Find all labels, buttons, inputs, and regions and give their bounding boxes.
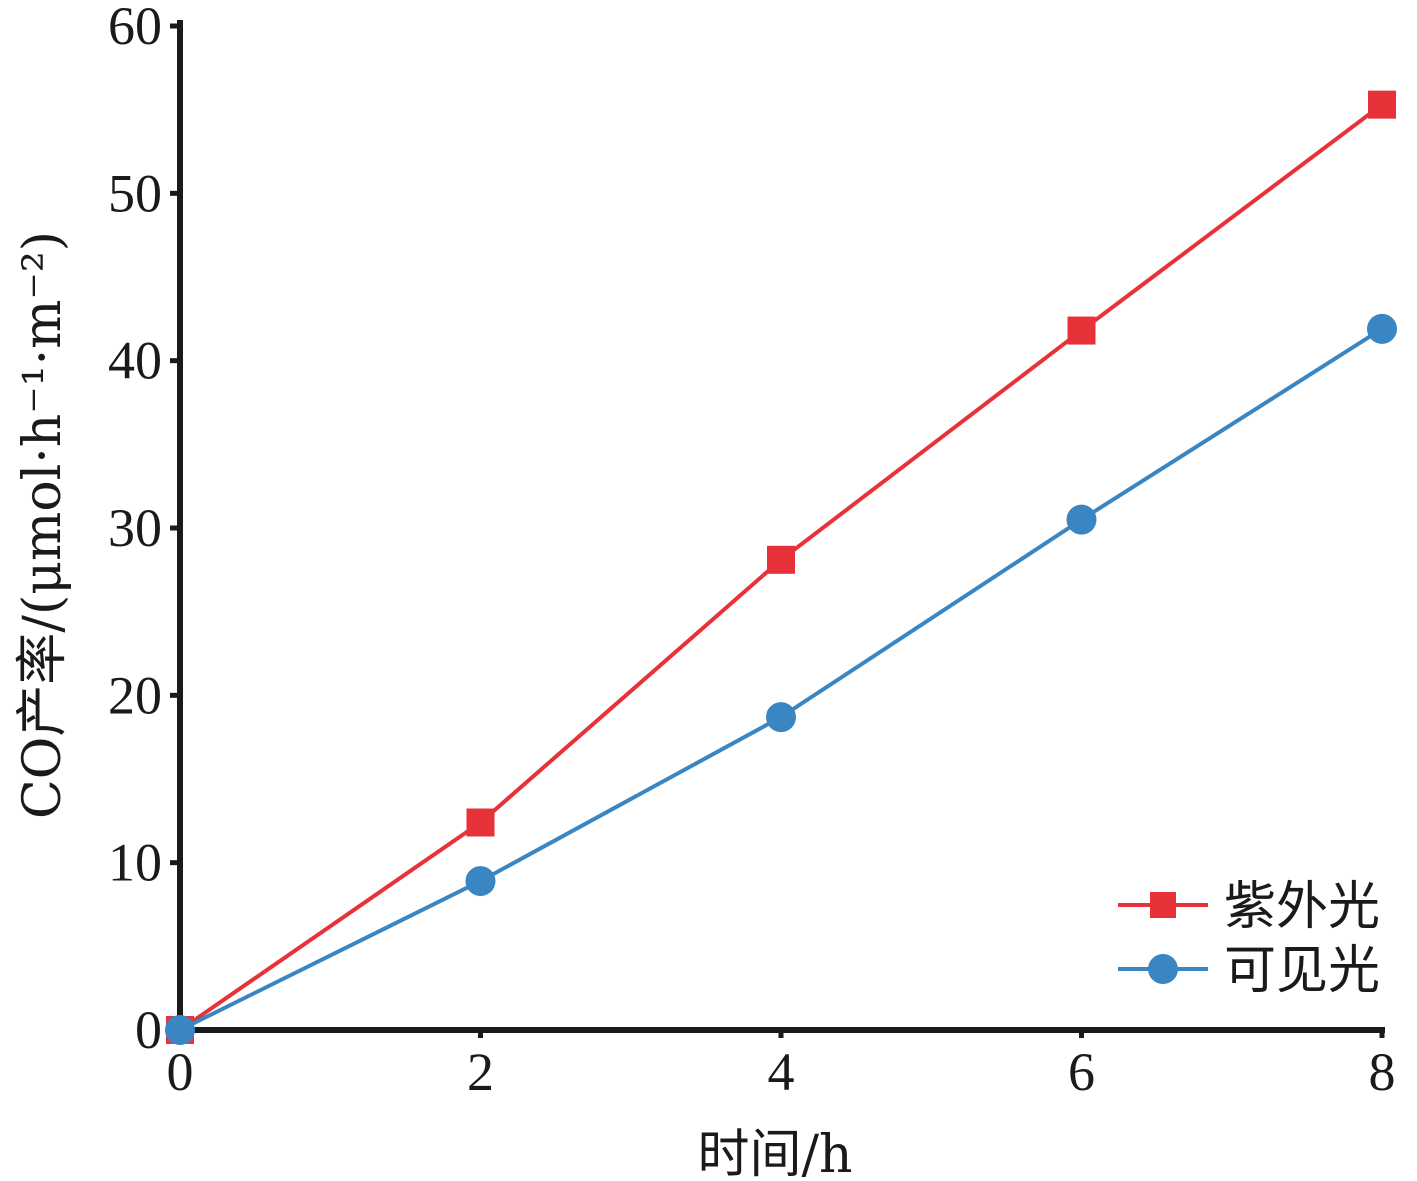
legend-uv-label: 紫外光 (1224, 877, 1380, 937)
x-tick-label: 2 (467, 1042, 494, 1102)
x-tick-label: 4 (768, 1042, 795, 1102)
data-point-circle (1066, 504, 1097, 535)
data-point-square (767, 545, 795, 574)
data-point-circle (465, 866, 496, 897)
legend-uv-marker (1150, 892, 1176, 918)
tick-marks: 0 10 20 30 40 50 60 0 2 4 6 8 (108, 0, 1396, 1102)
y-tick-label: 60 (108, 0, 162, 56)
data-point-square (466, 808, 495, 837)
y-tick-label: 20 (108, 665, 162, 725)
y-tick-label: 10 (108, 833, 162, 893)
legend-item-uv: 紫外光 (1118, 877, 1380, 937)
x-tick-label: 0 (167, 1042, 194, 1102)
data-point-square (1067, 316, 1096, 345)
x-axis-title: 时间/h (697, 1125, 852, 1181)
y-tick-label: 30 (108, 498, 162, 558)
y-tick-label: 40 (108, 331, 162, 391)
x-tick-label: 6 (1068, 1042, 1095, 1102)
data-point-square (1368, 90, 1396, 119)
legend-visible-marker (1148, 954, 1178, 984)
series-layer (165, 90, 1397, 1045)
legend-visible-label: 可见光 (1224, 941, 1380, 1001)
series-visible (165, 313, 1397, 1045)
y-tick-label: 50 (108, 163, 162, 223)
series-line (179, 327, 1384, 1032)
series-uv (166, 90, 1396, 1044)
legend: 紫外光 可见光 (1118, 877, 1380, 1001)
data-point-circle (1367, 313, 1397, 344)
x-tick-label: 8 (1369, 1042, 1396, 1102)
y-tick-label: 0 (135, 1000, 162, 1060)
data-point-circle (165, 1015, 195, 1045)
data-point-circle (766, 702, 796, 733)
axes (177, 20, 1385, 1033)
y-axis-title: CO产率/(μmol·h⁻¹·m⁻²) (13, 231, 73, 819)
legend-item-visible: 可见光 (1118, 941, 1380, 1001)
